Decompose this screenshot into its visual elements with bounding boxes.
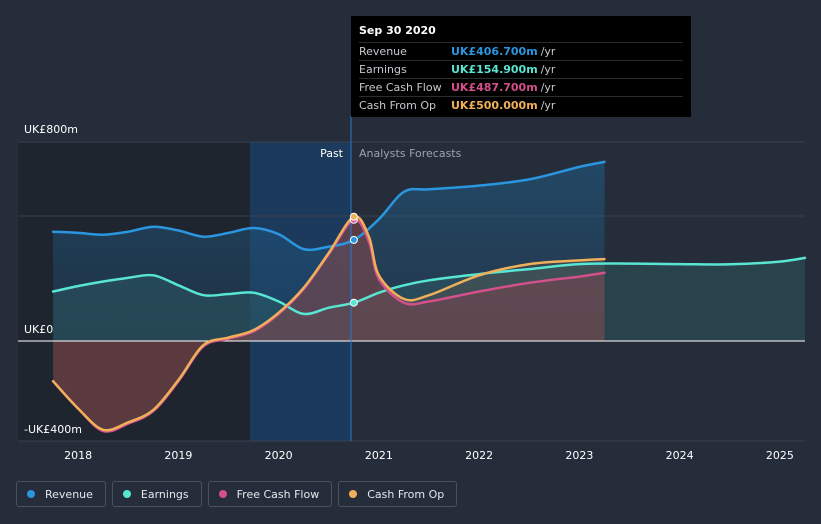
tooltip-row-cash-from-op: Cash From Op UK£500.000m /yr xyxy=(359,96,683,114)
marker-revenue xyxy=(349,235,358,244)
tooltip-row-revenue: Revenue UK£406.700m /yr xyxy=(359,42,683,60)
x-tick-label: 2019 xyxy=(164,449,192,462)
legend-label: Cash From Op xyxy=(367,487,445,501)
past-label: Past xyxy=(320,147,344,160)
legend-label: Revenue xyxy=(45,487,93,501)
legend-item-cash-from-op[interactable]: Cash From Op xyxy=(338,481,458,507)
tooltip-unit: /yr xyxy=(540,81,556,94)
line-cash-from-op xyxy=(51,215,606,432)
legend-label: Free Cash Flow xyxy=(236,487,320,501)
legend-item-revenue[interactable]: Revenue xyxy=(16,481,106,507)
tooltip-unit: /yr xyxy=(540,99,556,112)
tooltip-unit: /yr xyxy=(540,63,556,76)
y-tick-label: UK£0 xyxy=(24,323,53,336)
tooltip-label: Cash From Op xyxy=(359,99,437,112)
tooltip-value: UK£154.900m xyxy=(451,63,538,76)
x-tick-label: 2021 xyxy=(365,449,393,462)
line-earnings xyxy=(51,256,807,316)
area-cash-from-op xyxy=(53,216,605,431)
y-tick-label: -UK£400m xyxy=(24,423,82,436)
tooltip-value: UK£406.700m xyxy=(451,45,538,58)
tooltip: Sep 30 2020 Revenue UK£406.700m /yr Earn… xyxy=(351,16,691,117)
forecast-label: Analysts Forecasts xyxy=(359,147,462,160)
legend-dot-icon xyxy=(349,490,358,498)
tooltip-row-free-cash-flow: Free Cash Flow UK£487.700m /yr xyxy=(359,78,683,96)
tooltip-label: Earnings xyxy=(359,63,407,76)
x-tick-label: 2025 xyxy=(766,449,794,462)
tooltip-value: UK£487.700m xyxy=(451,81,538,94)
x-tick-label: 2022 xyxy=(465,449,493,462)
y-tick-label: UK£800m xyxy=(24,123,78,136)
legend-item-free-cash-flow[interactable]: Free Cash Flow xyxy=(207,481,333,507)
x-tick-label: 2018 xyxy=(64,449,92,462)
tooltip-unit: /yr xyxy=(540,45,556,58)
tooltip-value: UK£500.000m xyxy=(451,99,538,112)
x-tick-label: 2020 xyxy=(265,449,293,462)
line-revenue xyxy=(51,160,606,252)
tooltip-row-earnings: Earnings UK£154.900m /yr xyxy=(359,60,683,78)
x-tick-label: 2023 xyxy=(565,449,593,462)
tooltip-label: Free Cash Flow xyxy=(359,81,442,94)
area-earnings xyxy=(53,257,806,342)
legend-dot-icon xyxy=(27,490,35,498)
tooltip-label: Revenue xyxy=(359,45,407,58)
legend-dot-icon xyxy=(218,490,227,498)
legend-label: Earnings xyxy=(140,487,189,501)
marker-cash-from-op xyxy=(349,212,358,221)
legend: Revenue Earnings Free Cash Flow Cash Fro… xyxy=(16,481,458,507)
area-free-cash-flow xyxy=(53,219,605,432)
legend-dot-icon xyxy=(122,490,131,498)
marker-earnings xyxy=(349,298,358,307)
chart: UK£800m UK£0 -UK£400m Past Analysts Fore… xyxy=(18,115,807,462)
legend-item-earnings[interactable]: Earnings xyxy=(111,481,202,507)
x-tick-label: 2024 xyxy=(666,449,694,462)
tooltip-date: Sep 30 2020 xyxy=(359,24,436,37)
